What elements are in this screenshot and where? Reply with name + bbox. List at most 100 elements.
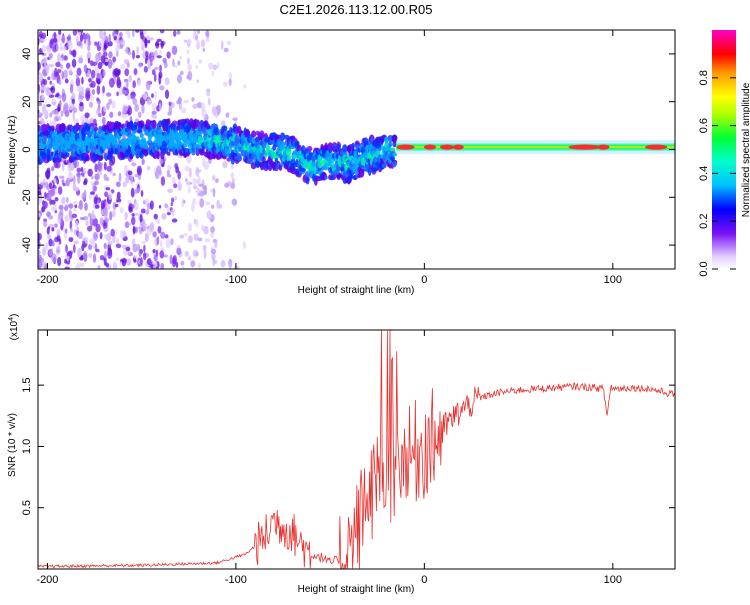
spectrogram-noise-cell [90,181,94,186]
spectrogram-noise-cell [103,31,107,37]
spectrogram-noise-cell [171,176,176,185]
spectrogram-noise-cell [124,211,128,220]
spectrogram-noise-cell [84,202,88,211]
snr-frame [37,329,676,570]
spectrogram-noise-cell [83,167,86,176]
spectrogram-noise-cell [140,256,143,266]
spectrogram-marks [38,30,675,269]
spectrogram-noise-cell [120,39,126,47]
spectrogram-noise-cell [89,101,94,108]
spectrogram-noise-cell [184,250,189,257]
spectrogram-noise-cell [211,70,215,77]
spectrogram-noise-cell [164,77,170,86]
spectrogram-noise-cell [146,166,151,171]
spectrogram-hotspot [568,144,601,150]
spectrogram-noise-cell [170,202,174,207]
spectrogram-x-tick-label: 0 [421,274,427,286]
spectrogram-noise-cell [68,237,74,242]
spectrogram-noise-cell [157,226,162,234]
spectrogram-noise-cell [110,228,115,237]
spectrogram-ridge-cell [174,131,179,138]
spectrogram-noise-cell [38,212,41,217]
spectrogram-noise-cell [171,257,177,268]
spectrogram-noise-cell [38,112,44,116]
spectrogram-noise-cell [68,171,74,180]
spectrogram-noise-cell [192,198,197,205]
spectrogram-noise-cell [187,70,193,81]
spectrogram-noise-cell [150,57,155,61]
spectrogram-noise-cell [211,204,215,209]
spectrogram-noise-cell [156,55,162,59]
spectrogram-noise-cell [90,69,96,79]
spectrogram-noise-cell [159,239,163,248]
spectrogram-x-label: Height of straight line (km) [298,285,415,296]
spectrogram-noise-cell [143,30,147,36]
spectrogram-noise-cell [145,80,151,91]
spectrogram-noise-cell [77,247,82,258]
spectrogram-noise-cell [69,83,74,94]
spectrogram-noise-cell [95,248,100,253]
spectrogram-hotspot [424,144,436,150]
spectrogram-x-tick-label: -200 [36,274,58,286]
spectrogram-noise-cell [135,212,139,216]
spectrogram-noise-cell [57,53,61,63]
spectrogram-noise-cell [72,30,78,36]
spectrogram-noise-cell [177,170,181,180]
spectrogram-noise-cell [206,88,211,93]
spectrogram-x-ticks: -200 -100 0 100 [36,30,622,286]
spectrogram-noise-cell [63,69,68,79]
spectrogram-noise-cell [59,100,62,108]
spectrogram-noise-cell [82,180,88,186]
spectrogram-noise-cell [64,258,67,264]
spectrogram-noise-cell [99,254,105,261]
spectrogram-noise-cell [90,214,97,220]
spectrogram-noise-cell [56,229,61,236]
spectrogram-noise-cell [56,234,61,242]
spectrogram-noise-cell [48,223,54,228]
spectrogram-noise-cell [160,176,166,187]
spectrogram-noise-cell [204,238,210,243]
spectrogram-ridge-cell [305,176,310,182]
spectrogram-noise-cell [38,232,41,242]
spectrogram-noise-cell [125,173,130,184]
spectrogram-noise-cell [107,240,113,246]
spectrogram-noise-cell [154,90,157,101]
spectrogram-ridge-cell [336,143,341,151]
spectrogram-noise-cell [167,188,173,194]
spectrogram-noise-cell [193,218,197,225]
spectrogram-noise-cell [192,103,198,110]
spectrogram-noise-cell [40,182,46,186]
spectrogram-noise-cell [111,100,116,109]
spectrogram-noise-cell [41,91,45,100]
snr-panel: -200 -100 0 100 0.5 1.0 1.5 Height of straigh… [7,314,676,595]
spectrogram-noise-cell [88,244,93,251]
spectrogram-noise-cell [76,226,80,232]
spectrogram-ridge-cell [324,175,328,180]
spectrogram-noise-cell [171,197,175,203]
spectrogram-noise-cell [176,74,183,84]
spectrogram-noise-cell [81,236,88,242]
spectrogram-noise-cell [179,70,184,76]
spectrogram-noise-cell [171,45,178,56]
spectrogram-noise-cell [145,232,148,242]
spectrogram-noise-cell [187,235,193,244]
colorbar-tick-label: 0.2 [698,214,710,229]
spectrogram-noise-cell [146,208,149,215]
spectrogram-ridge-cell [251,130,257,138]
spectrogram-noise-cell [108,98,113,105]
spectrogram-noise-cell [159,250,165,259]
spectrogram-ridge-cell [264,138,268,143]
spectrogram-noise-cell [215,178,219,184]
spectrogram-noise-cell [96,85,101,95]
spectrogram-ridge-cell [120,138,126,144]
spectrogram-ridge-cell [112,137,117,145]
spectrogram-noise-cell [221,40,224,51]
spectrogram-noise-cell [105,92,112,97]
spectrogram-noise-cell [193,30,198,37]
spectrogram-ridge-cell [336,166,341,172]
spectrogram-noise-cell [95,61,98,65]
spectrogram-noise-cell [133,259,137,263]
spectrogram-noise-cell [187,38,191,48]
spectrogram-noise-cell [164,234,169,239]
spectrogram-noise-cell [191,97,195,102]
